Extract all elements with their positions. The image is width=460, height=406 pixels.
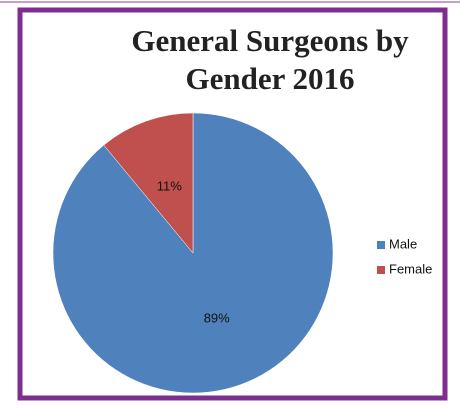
data-label: 89% [204,310,230,325]
pie: 89% 11% [52,112,334,394]
chart-title: General Surgeons by Gender 2016 [131,23,409,96]
data-label: 11% [157,179,182,194]
legend-label: Male [389,236,417,251]
legend: Male Female [377,236,432,276]
legend-label: Female [389,261,432,276]
pie-slice [103,112,194,254]
legend-swatch [377,241,385,249]
frame [17,7,448,401]
legend-swatch [377,266,385,274]
